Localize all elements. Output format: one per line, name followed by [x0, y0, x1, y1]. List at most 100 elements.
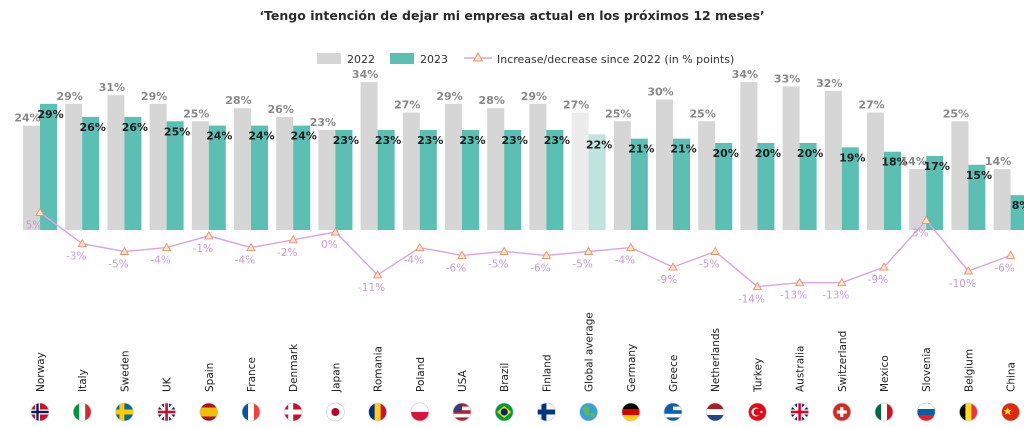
label-2022-belgium: 25%: [943, 107, 969, 120]
label-2022-italy: 29%: [57, 90, 83, 103]
category-label-denmark: Denmark: [288, 343, 300, 392]
label-2023-global-average: 22%: [586, 138, 612, 151]
label-2022-france: 28%: [225, 94, 251, 107]
category-label-poland: Poland: [415, 357, 427, 392]
diff-marker-japan: [330, 227, 341, 236]
label-2022-global-average: 27%: [563, 99, 589, 112]
bar-2023-greece: [673, 138, 690, 230]
diff-label-australia: -13%: [780, 290, 807, 302]
category-label-belgium: Belgium: [963, 349, 975, 392]
bar-2022-greece: [656, 99, 673, 230]
diff-marker-australia: [794, 277, 805, 287]
diff-marker-brazil: [499, 246, 509, 255]
belgium-flag-icon: [959, 402, 978, 422]
bar-2022-norway: [23, 125, 40, 230]
label-2022-switzerland: 32%: [816, 77, 842, 90]
diff-label-brazil: -5%: [488, 259, 508, 271]
bar-2022-switzerland: [824, 90, 842, 230]
diff-marker-mexico: [879, 262, 889, 271]
romania-flag-icon: [368, 402, 387, 422]
label-2023-mexico: 18%: [881, 156, 907, 169]
diff-label-sweden: -5%: [108, 259, 128, 271]
label-2022-germany: 25%: [605, 107, 631, 120]
label-2023-spain: 24%: [206, 130, 232, 143]
brazil-flag-icon: [494, 402, 514, 422]
bar-2023-usa: [462, 129, 479, 230]
label-2022-japan: 23%: [310, 116, 336, 129]
category-label-italy: Italy: [77, 369, 89, 392]
label-2022-romania: 34%: [352, 68, 378, 81]
label-2023-greece: 21%: [670, 143, 696, 156]
label-2023-netherlands: 20%: [713, 147, 739, 160]
diff-label-mexico: -9%: [868, 274, 888, 286]
label-2023-china: 8%: [1012, 199, 1024, 212]
diff-marker-poland: [415, 242, 425, 252]
bar-2023-turkey: [757, 143, 775, 230]
label-2022-brazil: 28%: [479, 94, 505, 107]
bar-2023-australia: [799, 143, 817, 230]
diff-marker-netherlands: [710, 246, 720, 255]
label-2023-usa: 23%: [459, 134, 485, 147]
bar-2023-belgium: [968, 164, 986, 230]
diff-marker-china: [1005, 250, 1016, 259]
label-2022-poland: 27%: [394, 99, 420, 112]
label-2022-spain: 25%: [183, 107, 209, 120]
bar-2023-china: [1010, 195, 1024, 230]
label-2022-sweden: 31%: [99, 81, 125, 94]
australia-flag-icon: [790, 402, 809, 422]
switzerland-flag-icon: [832, 402, 852, 422]
category-label-mexico: Mexico: [879, 355, 891, 392]
bar-2022-mexico: [867, 112, 884, 230]
diff-marker-sweden: [119, 246, 130, 255]
category-label-switzerland: Switzerland: [837, 331, 849, 392]
label-2023-switzerland: 19%: [839, 151, 865, 164]
label-2022-usa: 29%: [436, 90, 462, 103]
denmark-flag-icon: [283, 402, 303, 422]
bar-2022-finland: [529, 103, 547, 230]
category-label-turkey: Turkey: [752, 358, 764, 393]
diff-label-spain: -1%: [193, 243, 213, 255]
japan-flag-icon: [326, 402, 345, 422]
label-2023-romania: 23%: [375, 134, 401, 147]
category-label-slovenia: Slovenia: [921, 347, 933, 392]
diff-label-poland: -4%: [404, 255, 424, 267]
bar-2022-global-average: [571, 112, 589, 230]
bar-2022-belgium: [951, 121, 969, 230]
diff-label-usa: -6%: [446, 262, 466, 274]
mexico-flag-icon: [874, 402, 894, 422]
usa-flag-icon: [452, 402, 472, 422]
bar-2023-japan: [335, 129, 353, 230]
spain-flag-icon: [199, 402, 219, 422]
diff-line-layer: 5% -3% -5% -4% -1% -4% -2% 0% -11% -4% -6% -5% -6% -5…: [26, 207, 1016, 306]
legend-label-diff: Increase/decrease since 2022 (in % point…: [497, 53, 734, 66]
diff-label-netherlands: -5%: [699, 259, 719, 271]
label-2023-norway: 29%: [37, 108, 63, 121]
label-2022-greece: 30%: [647, 86, 673, 99]
label-2022-slovenia: 14%: [901, 155, 927, 168]
diff-line: [39, 211, 1011, 288]
diff-label-greece: -9%: [657, 274, 677, 286]
bar-2023-uk: [166, 121, 184, 230]
category-label-france: France: [246, 357, 258, 392]
label-2022-uk: 29%: [141, 90, 167, 103]
label-2022-mexico: 27%: [858, 99, 884, 112]
diff-marker-romania: [372, 269, 383, 279]
bar-2023-denmark: [293, 125, 311, 230]
diff-label-belgium: -10%: [949, 278, 976, 290]
category-label-germany: Germany: [626, 344, 638, 392]
legend-swatch-2023: [390, 53, 414, 64]
bar-2023-italy: [82, 116, 100, 230]
legend-label-2023: 2023: [420, 53, 448, 66]
label-2023-poland: 23%: [417, 134, 443, 147]
diff-marker-spain: [204, 230, 214, 240]
bar-2022-poland: [402, 112, 420, 230]
diff-marker-belgium: [963, 266, 974, 275]
bar-2022-uk: [149, 103, 167, 230]
diff-label-global-average: -5%: [572, 259, 592, 271]
legend-marker-diff: [472, 51, 484, 62]
diff-label-italy: -3%: [66, 251, 86, 263]
diff-label-romania: -11%: [358, 282, 385, 294]
globe-icon: [579, 402, 598, 422]
label-2023-japan: 23%: [333, 134, 359, 147]
